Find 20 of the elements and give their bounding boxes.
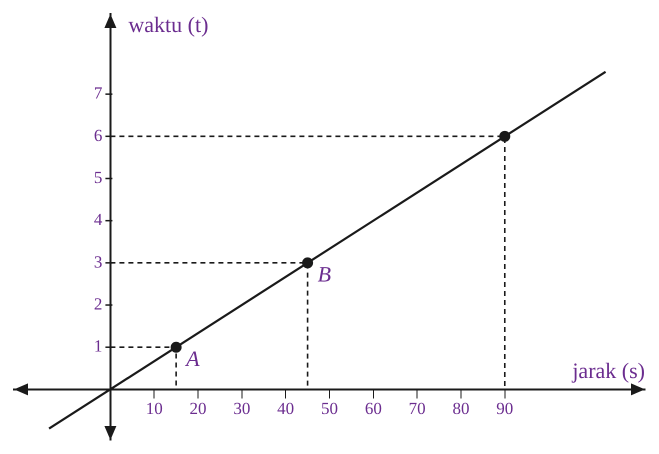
x-tick-label: 60 [364, 399, 382, 418]
y-tick-label: 1 [94, 336, 102, 356]
y-tick-label: 6 [94, 126, 102, 145]
x-axis-title: jarak (s) [571, 358, 645, 384]
y-axis-title: waktu (t) [128, 12, 208, 37]
x-tick-label: 20 [190, 399, 207, 418]
x-tick-label: 40 [277, 399, 294, 418]
x-tick-label: 30 [233, 399, 250, 418]
y-tick-label: 4 [94, 210, 103, 230]
y-tick-label: 2 [94, 294, 102, 314]
annotation: A [184, 346, 200, 371]
x-tick-label: 70 [408, 399, 426, 418]
x-tick-label: 80 [452, 399, 470, 418]
y-tick-label: 3 [94, 252, 102, 272]
y-tick-label: 7 [94, 84, 103, 103]
x-tick-label: 50 [321, 399, 338, 418]
annotation: B [318, 262, 332, 287]
x-tick-label: 90 [496, 399, 514, 418]
y-tick-label: 5 [94, 168, 102, 187]
x-tick-label: 10 [146, 399, 163, 418]
